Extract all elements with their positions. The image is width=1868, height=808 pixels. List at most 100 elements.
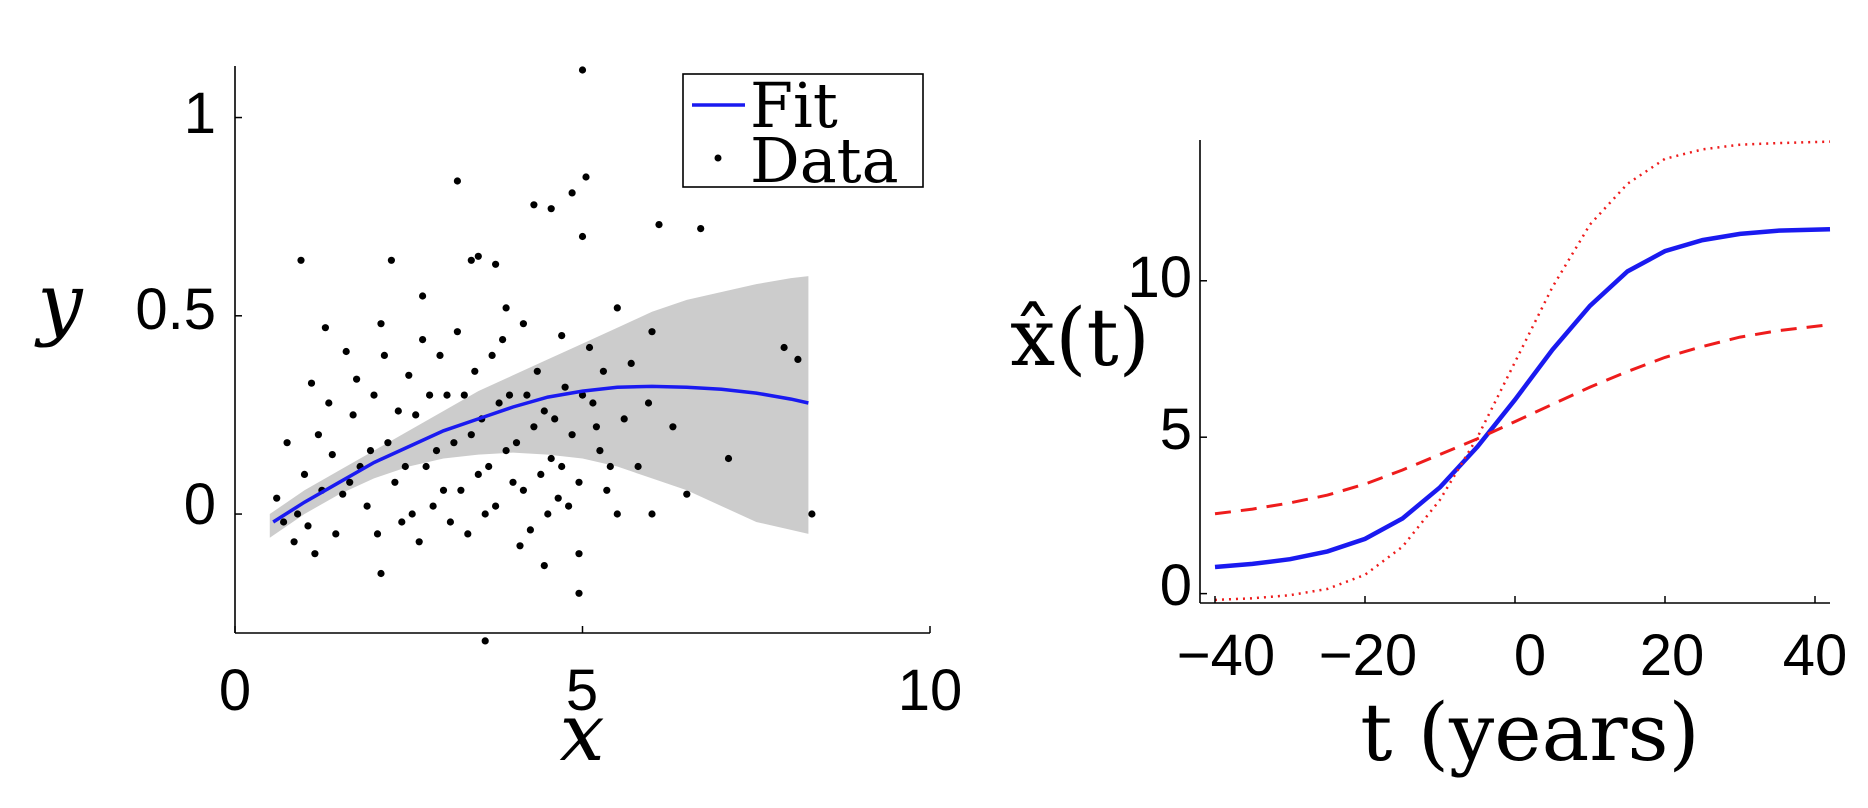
data-point (457, 486, 465, 494)
data-point (547, 205, 555, 213)
y-tick-label: 0.5 (135, 277, 216, 342)
x-tick-label: 40 (1783, 623, 1848, 688)
data-point (644, 399, 653, 407)
data-point (589, 399, 597, 407)
data-point (353, 375, 361, 383)
data-point (578, 232, 587, 241)
data-point (363, 502, 371, 510)
data-point (561, 383, 569, 391)
legend-fit-label: Fit (750, 69, 838, 142)
data-point (509, 478, 517, 486)
data-point (655, 221, 663, 229)
data-point (429, 502, 437, 510)
x-tick-label: 5 (566, 658, 598, 723)
data-point (307, 379, 316, 387)
data-point (370, 391, 378, 399)
data-point (377, 569, 385, 578)
data-point (582, 173, 590, 181)
data-point (634, 462, 642, 471)
data-point (488, 351, 496, 359)
legend-data-label: Data (750, 124, 899, 197)
data-point (297, 256, 305, 264)
confidence-band (269, 276, 809, 538)
data-point (377, 320, 385, 328)
data-point (419, 336, 427, 344)
data-point (412, 411, 420, 419)
data-point (575, 589, 583, 597)
x-axis-label: x (559, 686, 604, 779)
y-tick-label: 0 (184, 472, 216, 537)
data-point (537, 470, 545, 478)
fit-line (272, 384, 809, 524)
data-point (603, 486, 611, 494)
data-point (405, 371, 413, 379)
data-point (502, 447, 510, 455)
data-point (325, 399, 333, 407)
data-point (648, 510, 656, 518)
data-point (460, 391, 468, 399)
y-tick-label: 10 (1127, 245, 1192, 310)
data-point (526, 526, 535, 534)
data-point (530, 423, 538, 431)
data-point (339, 490, 347, 498)
data-point (290, 538, 298, 546)
data-point (304, 522, 312, 530)
data-point (502, 304, 510, 312)
data-point (426, 391, 434, 399)
data-point (627, 359, 635, 367)
data-point (450, 439, 458, 447)
data-point (697, 225, 705, 233)
data-point (467, 431, 475, 439)
data-point (533, 367, 541, 375)
data-point (648, 328, 656, 336)
data-point (391, 478, 399, 486)
data-point (540, 562, 548, 570)
data-points (273, 66, 816, 645)
data-point (568, 431, 576, 439)
data-point (505, 391, 514, 399)
data-point (394, 407, 402, 415)
data-point (419, 292, 427, 300)
data-point (585, 343, 594, 352)
data-point (342, 347, 350, 356)
data-point (558, 462, 566, 471)
data-point (474, 470, 482, 478)
data-point (408, 510, 416, 518)
data-point (283, 439, 291, 447)
data-point (620, 415, 628, 423)
data-point (519, 320, 528, 328)
data-point (321, 324, 329, 332)
data-point (780, 343, 788, 352)
x-tick-label: 20 (1640, 623, 1705, 688)
data-point (384, 439, 392, 447)
x-tick-label: −20 (1319, 623, 1417, 688)
data-point (432, 447, 441, 455)
data-point (499, 336, 507, 344)
data-point (311, 550, 319, 558)
data-point (492, 502, 500, 510)
data-point (578, 391, 587, 399)
data-point (300, 470, 309, 478)
data-point (380, 351, 388, 359)
data-point (558, 332, 566, 340)
data-point (530, 201, 538, 209)
data-point (551, 415, 559, 423)
y-tick-label: 0 (1160, 553, 1192, 618)
data-point (422, 462, 430, 471)
data-point (519, 486, 528, 494)
data-point (540, 407, 548, 415)
data-point (565, 502, 573, 510)
data-point (512, 439, 521, 447)
data-point (436, 351, 444, 359)
data-point (523, 391, 531, 399)
data-point (724, 454, 733, 463)
data-point (669, 423, 677, 431)
data-point (443, 391, 451, 399)
right-line-panel: 10 5 0 −40 −20 0 20 40 t (years) x̂(t) (1010, 140, 1847, 779)
data-point (446, 518, 454, 526)
x-axis-label: t (years) (1360, 686, 1700, 779)
data-point (415, 538, 423, 546)
data-point (492, 260, 500, 268)
legend: Fit Data (682, 69, 924, 197)
